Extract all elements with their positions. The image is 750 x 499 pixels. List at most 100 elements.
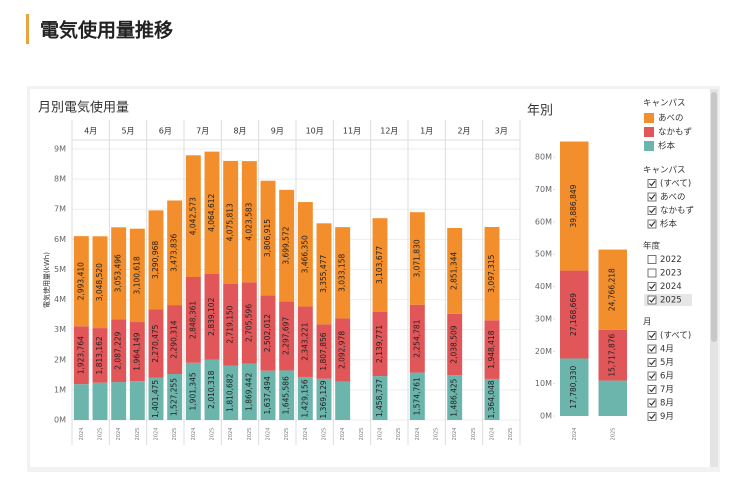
value-label: 3,048,520: [95, 263, 104, 301]
filter-item-label[interactable]: なかもず: [660, 205, 694, 216]
bar-segment: [185, 362, 201, 420]
bar-segment: [223, 283, 239, 366]
bar-segment: [447, 228, 463, 314]
x-subcategory-label: 2025: [471, 428, 477, 441]
value-label: 1,948,418: [487, 330, 496, 368]
y-tick-label: 3M: [54, 325, 66, 334]
bar-segment: [111, 382, 127, 420]
checkbox[interactable]: [647, 385, 657, 394]
bar-segment: [185, 276, 201, 363]
bar-segment: [241, 161, 257, 283]
filter-item-label[interactable]: 7月: [660, 385, 674, 395]
month-label: 7月: [196, 127, 209, 136]
value-label: 2,297,697: [282, 317, 291, 355]
bar-segment: [111, 319, 127, 383]
x-subcategory-label: 2024: [266, 428, 272, 441]
bar-segment: [204, 273, 220, 360]
bar-segment: [598, 329, 627, 381]
value-label: 1,486,425: [450, 378, 459, 416]
value-label: 2,343,221: [300, 322, 309, 360]
filter-item-label[interactable]: 8月: [660, 399, 674, 409]
filter-item-label[interactable]: 9月: [660, 412, 674, 422]
bar-segment: [148, 309, 164, 378]
x-subcategory-label: 2025: [247, 428, 253, 441]
scrollbar-thumb[interactable]: [711, 92, 717, 342]
filter-item-label[interactable]: 6月: [660, 372, 674, 382]
y-tick-label: 2M: [54, 355, 66, 364]
y-tick-label: 1M: [54, 385, 66, 394]
x-subcategory-label: 2025: [434, 428, 440, 441]
value-label: 1,810,682: [226, 373, 235, 411]
filter-item-label[interactable]: 5月: [660, 358, 674, 368]
value-label: 2,705,596: [244, 304, 253, 342]
bar-segment: [185, 155, 201, 277]
value-label: 1,574,761: [412, 377, 421, 415]
bar-segment: [111, 227, 127, 320]
bar-segment: [409, 372, 425, 420]
checkbox[interactable]: [647, 282, 657, 291]
checkbox[interactable]: [647, 255, 657, 264]
checkbox[interactable]: [647, 295, 657, 305]
chart-title: 年別: [527, 104, 553, 119]
filter-item-label[interactable]: (すべて): [660, 331, 691, 341]
checkbox[interactable]: [647, 206, 657, 215]
bar-segment: [335, 227, 351, 319]
bar-segment: [297, 202, 313, 307]
y-tick-label: 0M: [54, 416, 66, 425]
filter-item-label[interactable]: (すべて): [660, 179, 691, 189]
bar-segment: [316, 324, 332, 379]
filter-item-label[interactable]: 4月: [660, 345, 674, 355]
x-subcategory-label: 2024: [415, 428, 421, 441]
checkmark: [649, 400, 656, 406]
checkbox[interactable]: [647, 371, 657, 381]
bar-segment: [148, 210, 164, 310]
value-label: 1,964,149: [132, 332, 141, 370]
month-label: 11月: [343, 127, 361, 136]
y-tick-label: 0M: [540, 412, 552, 421]
bar-segment: [297, 306, 313, 377]
checkbox[interactable]: [647, 192, 657, 202]
value-label: 1,645,586: [282, 376, 291, 414]
x-subcategory-label: 2025: [322, 428, 328, 441]
value-label: 2,038,509: [450, 325, 459, 363]
x-subcategory-label: 2025: [508, 428, 514, 441]
checkbox[interactable]: [647, 358, 657, 367]
bar-segment: [129, 322, 145, 382]
checkmark: [649, 386, 656, 393]
value-label: 3,071,830: [412, 239, 421, 277]
filter-item-label[interactable]: あべの: [660, 193, 686, 203]
filter-item-label[interactable]: 2022: [660, 255, 682, 265]
bar-segment: [279, 370, 295, 420]
value-label: 2,010,318: [207, 370, 216, 408]
value-label: 1,637,494: [263, 376, 272, 414]
bar-segment: [73, 326, 89, 385]
month-label: 3月: [495, 127, 508, 136]
x-subcategory-label: 2024: [378, 428, 384, 441]
y-tick-label: 6M: [54, 235, 66, 244]
x-subcategory-label: 2025: [396, 428, 402, 441]
filter-title: キャンパス: [643, 166, 686, 176]
y-axis-label: 電気使用量(kWh): [42, 252, 51, 308]
checkmark: [649, 373, 656, 379]
bar-segment: [335, 381, 351, 420]
checkbox[interactable]: [647, 179, 657, 188]
checkbox[interactable]: [647, 268, 657, 278]
checkbox[interactable]: [647, 344, 657, 354]
bar-segment: [204, 151, 220, 274]
filter-item-label[interactable]: 2024: [660, 282, 682, 292]
value-label: 3,097,315: [487, 254, 496, 292]
filter-item-label[interactable]: 2025: [660, 296, 682, 306]
checkbox[interactable]: [647, 412, 657, 421]
y-tick-label: 30M: [535, 314, 552, 323]
checkbox[interactable]: [647, 331, 657, 340]
value-label: 2,719,150: [226, 305, 235, 343]
checkbox[interactable]: [647, 398, 657, 408]
value-label: 1,401,475: [151, 380, 160, 418]
checkbox[interactable]: [647, 219, 657, 229]
filter-item-label[interactable]: 杉本: [660, 219, 678, 230]
month-label: 12月: [380, 127, 398, 136]
x-subcategory-label: 2025: [172, 428, 178, 441]
x-tick-label: 2025: [610, 428, 616, 441]
filter-item-label[interactable]: 2023: [660, 269, 682, 279]
